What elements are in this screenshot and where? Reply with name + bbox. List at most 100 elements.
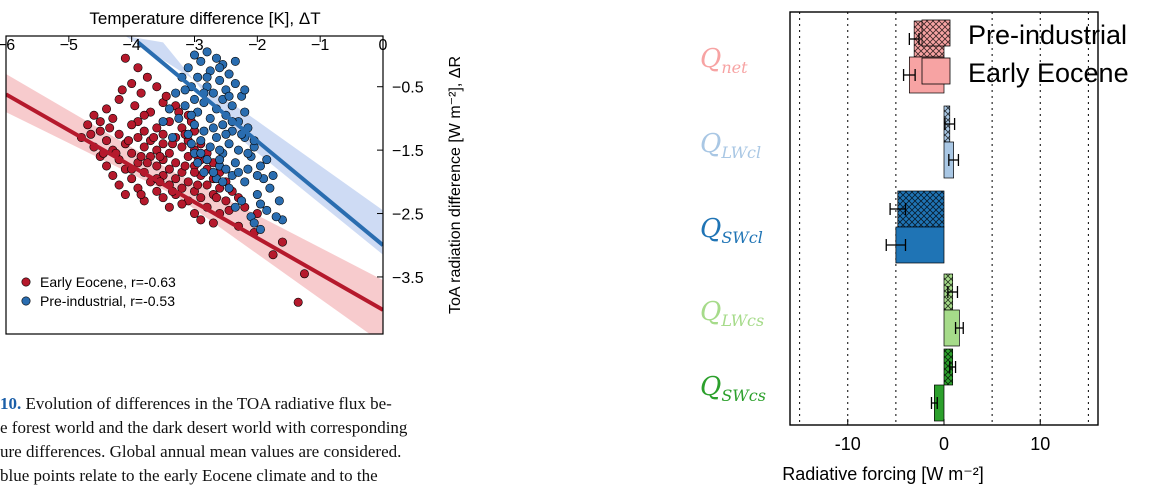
pre-industrial-point <box>255 199 265 209</box>
scatter-x-axis-label: Temperature difference [K], ΔT <box>89 9 320 28</box>
early-eocene-point <box>183 177 193 187</box>
legend-marker-early-eocene <box>21 277 31 287</box>
early-eocene-point <box>120 190 130 200</box>
scatter-chart: Temperature difference [K], ΔT −6 −5 −4 −3 −… <box>0 9 464 335</box>
early-eocene-point <box>208 218 218 228</box>
early-eocene-point <box>139 110 149 120</box>
pre-industrial-point <box>190 94 200 104</box>
pre-industrial-point <box>180 85 190 95</box>
early-eocene-point <box>164 148 174 158</box>
category-label-lwcs: QLWcs <box>700 297 764 330</box>
category-symbol: Q <box>700 372 721 402</box>
early-eocene-point <box>83 120 93 130</box>
category-symbol: Q <box>700 129 721 159</box>
early-eocene-bar-lwcs <box>944 310 960 346</box>
early-eocene-point <box>196 215 206 225</box>
caption-line: 10. Evolution of differences in the TOA … <box>0 392 420 416</box>
caption-figure-number: 10. <box>0 394 22 413</box>
pre-industrial-point <box>230 56 240 66</box>
bar-x-tick-label: 10 <box>1030 434 1050 454</box>
pre-industrial-point <box>218 177 228 187</box>
scatter-x-tick-label: −1 <box>311 37 329 54</box>
pre-industrial-point <box>255 161 265 171</box>
pre-industrial-point <box>211 132 221 142</box>
early-eocene-point <box>171 174 181 184</box>
scatter-x-tick-label: −6 <box>0 37 15 54</box>
pre-industrial-point <box>221 129 231 139</box>
early-eocene-point <box>299 269 309 279</box>
pre-industrial-point <box>205 113 215 123</box>
category-subscript: LWcs <box>720 311 764 330</box>
pre-industrial-point <box>224 91 234 101</box>
pre-industrial-fit-line <box>136 40 383 247</box>
category-symbol: Q <box>700 44 721 74</box>
early-eocene-point <box>164 164 174 174</box>
pre-industrial-point <box>224 139 234 149</box>
legend-label-early-eocene: Early Eocene, r=-0.63 <box>40 274 176 290</box>
pre-industrial-point <box>215 63 225 73</box>
early-eocene-point <box>136 88 146 98</box>
pre-industrial-point <box>233 145 243 155</box>
early-eocene-point <box>177 183 187 193</box>
scatter-x-tick-label: −4 <box>123 37 141 54</box>
early-eocene-point <box>86 129 96 139</box>
pre-industrial-point <box>237 196 247 206</box>
early-eocene-point <box>158 139 168 149</box>
pre-industrial-point <box>193 158 203 168</box>
early-eocene-point <box>133 132 143 142</box>
pre-industrial-point <box>243 164 253 174</box>
category-label-lwcl: QLWcl <box>700 129 761 162</box>
early-eocene-point <box>268 250 278 260</box>
early-eocene-point <box>177 142 187 152</box>
legend-label-early-eocene-bar: Early Eocene <box>968 58 1129 88</box>
pre-industrial-point <box>240 107 250 117</box>
pre-industrial-point <box>186 110 196 120</box>
early-eocene-point <box>89 110 99 120</box>
early-eocene-point <box>277 237 287 247</box>
pre-industrial-point <box>205 142 215 152</box>
category-subscript: SWcs <box>721 386 766 405</box>
pre-industrial-point <box>193 72 203 82</box>
early-eocene-point <box>102 136 112 146</box>
pre-industrial-point <box>268 170 278 180</box>
pre-industrial-point <box>202 72 212 82</box>
early-eocene-point <box>114 129 124 139</box>
early-eocene-point <box>95 126 105 136</box>
scatter-y-tick-label: −1.5 <box>392 143 424 160</box>
category-subscript: net <box>721 58 748 77</box>
scatter-x-tick-label: −3 <box>185 37 203 54</box>
caption-line: ure differences. Global annual mean valu… <box>0 442 402 461</box>
pre-industrial-point <box>215 145 225 155</box>
pre-industrial-point <box>199 126 209 136</box>
pre-industrial-point <box>174 113 184 123</box>
scatter-y-tick-label: −2.5 <box>392 207 424 224</box>
scatter-y-tick-label: −0.5 <box>392 80 424 97</box>
early-eocene-point <box>124 136 134 146</box>
pre-industrial-point <box>186 139 196 149</box>
pre-industrial-point <box>224 69 234 79</box>
early-eocene-bar-swcs <box>934 385 944 421</box>
scatter-legend: Early Eocene, r=-0.63 Pre-industrial, r=… <box>21 274 176 309</box>
pre-industrial-point <box>262 205 272 215</box>
pre-industrial-point <box>190 120 200 130</box>
pre-industrial-point <box>255 224 265 234</box>
early-eocene-point <box>133 63 143 73</box>
legend-label-pre-industrial: Pre-industrial, r=-0.53 <box>40 293 175 309</box>
pre-industrial-point <box>211 53 221 63</box>
category-label-swcl: QSWcl <box>700 214 763 247</box>
pre-industrial-point <box>265 183 275 193</box>
pre-industrial-point <box>164 104 174 114</box>
legend-marker-pre-industrial <box>21 296 31 306</box>
bar-x-tick-label: -10 <box>835 434 861 454</box>
pre-industrial-point <box>215 155 225 165</box>
pre-industrial-point <box>252 190 262 200</box>
bar-legend: Pre-industrial Early Eocene <box>921 19 1129 88</box>
early-eocene-point <box>142 72 152 82</box>
pre-industrial-point <box>230 79 240 89</box>
early-eocene-point <box>211 193 221 203</box>
early-eocene-point <box>120 53 130 63</box>
pre-industrial-point <box>183 129 193 139</box>
early-eocene-point <box>127 148 137 158</box>
early-eocene-point <box>127 79 137 89</box>
